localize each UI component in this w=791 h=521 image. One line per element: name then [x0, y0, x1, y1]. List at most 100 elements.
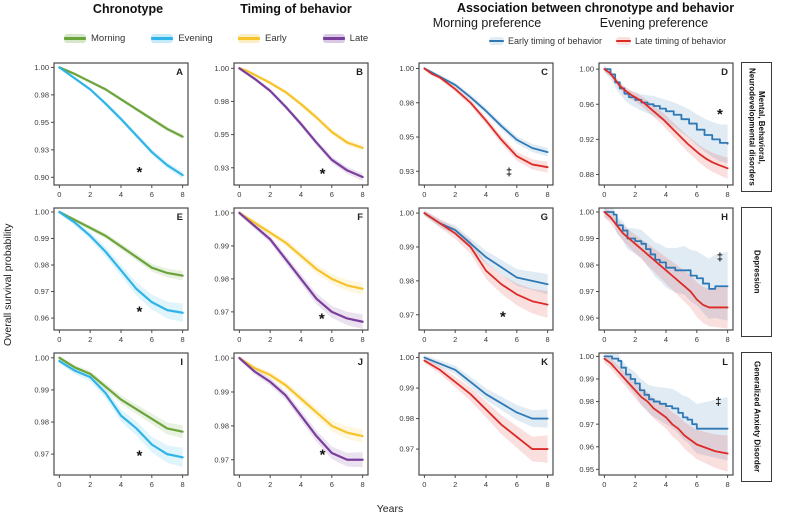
x-tick-label: 4 — [119, 480, 123, 489]
survival-panel-F: 0 2 4 6 8 1.00 0.99 0.98 0.97 F * — [214, 207, 369, 344]
legend-association: Early timing of behavior Late timing of … — [489, 36, 726, 46]
x-tick-label: 6 — [515, 480, 519, 489]
survival-curve-late — [238, 211, 364, 323]
significance-marker: ‡ — [715, 396, 721, 408]
survival-panel-K: 0 2 4 6 8 1.00 0.99 0.98 0.97 K — [399, 352, 554, 489]
row-label-box-generalized-anxiety: Generalized Anxiety Disorder — [741, 352, 772, 482]
panel-letter: B — [356, 67, 363, 78]
legend-item-late: Late — [322, 33, 368, 44]
y-tick-label: 1.00 — [214, 64, 229, 73]
survival-panel-E: 0 2 4 6 8 1.00 0.99 0.98 0.97 0.96 E * — [34, 207, 189, 344]
x-tick-label: 0 — [237, 480, 241, 489]
evening-line-swatch-icon — [151, 34, 174, 43]
significance-marker: * — [137, 303, 143, 320]
survival-curve-evening — [58, 210, 184, 314]
y-tick-label: 1.00 — [399, 209, 414, 218]
survival-curve-late_timing — [603, 68, 729, 170]
legend-label-evening: Evening — [178, 33, 213, 44]
confidence-band-early — [239, 66, 363, 152]
y-tick-label: 0.99 — [34, 234, 49, 243]
y-tick-label: 0.88 — [579, 170, 594, 179]
survival-curve-early_timing — [423, 356, 549, 420]
x-tick-label: 8 — [546, 480, 550, 489]
y-tick-label: 0.93 — [34, 145, 49, 154]
y-tick-label: 0.99 — [214, 388, 229, 397]
x-tick-label: 6 — [695, 480, 699, 489]
survival-curve-early — [238, 211, 364, 290]
y-tick-label: 0.98 — [214, 97, 229, 106]
survival-panel-C: 0 2 4 6 8 1.00 0.98 0.95 0.93 C ‡ — [399, 62, 554, 199]
x-tick-label: 8 — [361, 335, 365, 344]
x-tick-label: 6 — [330, 190, 334, 199]
x-tick-label: 0 — [422, 190, 426, 199]
x-tick-label: 2 — [268, 480, 272, 489]
panel-letter: F — [357, 212, 363, 223]
panel-letter: C — [541, 67, 548, 78]
x-tick-label: 8 — [546, 190, 550, 199]
survival-panel-D: 0 2 4 6 8 1.00 0.96 0.92 0.88 D * — [579, 62, 734, 199]
panel-letter: I — [180, 357, 183, 368]
y-tick-label: 0.95 — [399, 133, 414, 142]
x-tick-label: 6 — [695, 190, 699, 199]
row-label-box-mental-behavioral: Mental, Behavioral, Neurodevelopmental d… — [741, 62, 772, 192]
x-tick-label: 2 — [633, 190, 637, 199]
row-label-text: Generalized Anxiety Disorder — [752, 361, 762, 473]
survival-curve-early_timing — [423, 67, 549, 154]
significance-marker: ‡ — [717, 252, 723, 264]
survival-panel-J: 0 2 4 6 8 1.00 0.99 0.98 0.97 J * — [214, 352, 369, 489]
x-tick-label: 2 — [633, 480, 637, 489]
survival-curve-late_timing — [603, 211, 729, 309]
x-tick-label: 0 — [237, 335, 241, 344]
survival-curve-late_timing — [603, 357, 729, 455]
confidence-band-evening — [59, 209, 183, 323]
y-tick-label: 0.98 — [399, 98, 414, 107]
y-tick-label: 0.97 — [399, 310, 414, 319]
confidence-band-evening — [59, 358, 183, 467]
legend-item-evening: Evening — [151, 33, 213, 44]
x-tick-label: 2 — [268, 335, 272, 344]
survival-panel-H: 0 2 4 6 8 1.00 0.99 0.98 0.97 0.96 H ‡ — [579, 207, 734, 344]
y-tick-label: 0.98 — [34, 418, 49, 427]
x-tick-label: 4 — [664, 480, 668, 489]
x-tick-label: 2 — [88, 190, 92, 199]
significance-marker: * — [319, 310, 325, 327]
x-tick-label: 2 — [633, 335, 637, 344]
panel-letter: D — [721, 67, 728, 78]
y-tick-label: 0.95 — [214, 130, 229, 139]
legend-timing: Early Late — [238, 33, 368, 44]
y-tick-label: 1.00 — [579, 352, 594, 361]
legend-chronotype: Morning Evening — [64, 33, 213, 44]
x-tick-label: 2 — [268, 190, 272, 199]
x-tick-label: 6 — [695, 335, 699, 344]
y-tick-label: 1.00 — [214, 354, 229, 363]
survival-curve-late_timing — [423, 359, 549, 450]
survival-curve-evening — [58, 66, 184, 177]
x-tick-label: 8 — [726, 190, 730, 199]
survival-curve-late_timing — [423, 67, 549, 169]
x-tick-label: 8 — [361, 190, 365, 199]
legend-label-early: Early — [265, 33, 287, 44]
significance-marker: * — [717, 106, 723, 123]
y-tick-label: 0.90 — [34, 173, 49, 182]
header-chronotype: Chronotype — [92, 2, 164, 16]
y-tick-label: 1.00 — [34, 208, 49, 217]
y-tick-label: 0.96 — [579, 100, 594, 109]
subheader-evening-preference: Evening preference — [599, 16, 709, 30]
x-tick-label: 8 — [181, 190, 185, 199]
x-tick-label: 8 — [726, 480, 730, 489]
survival-curve-early — [238, 356, 364, 438]
y-tick-label: 0.96 — [579, 314, 594, 323]
confidence-band-early_timing — [424, 210, 548, 295]
survival-curve-late — [238, 67, 364, 179]
survival-curve-morning — [58, 66, 184, 138]
y-tick-label: 1.00 — [34, 63, 49, 72]
survival-panel-G: 0 2 4 6 8 1.00 0.99 0.98 0.97 G * — [399, 207, 554, 344]
early-line-swatch-icon — [238, 34, 260, 43]
panel-letter: L — [722, 357, 728, 368]
y-tick-label: 0.95 — [34, 118, 49, 127]
x-tick-label: 4 — [119, 335, 123, 344]
y-tick-label: 0.98 — [579, 397, 594, 406]
confidence-band-late — [239, 355, 363, 468]
x-tick-label: 0 — [237, 190, 241, 199]
confidence-band-late_timing — [424, 210, 548, 319]
